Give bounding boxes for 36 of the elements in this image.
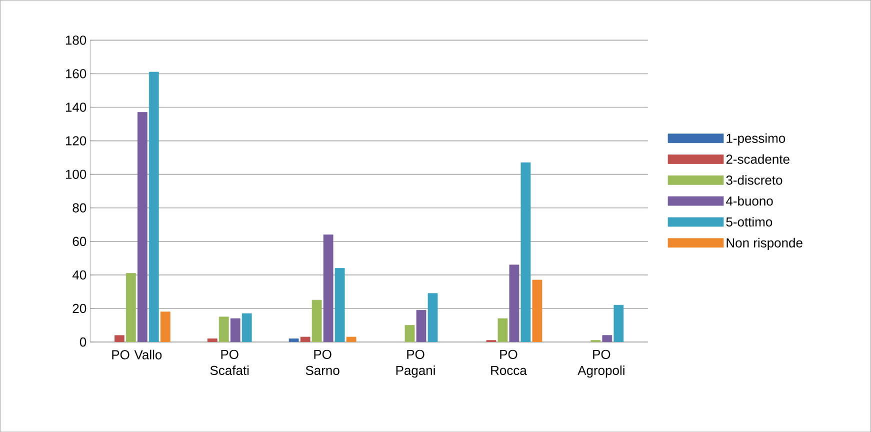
y-tick-label: 60 <box>72 236 86 246</box>
y-tick-label: 40 <box>72 270 86 280</box>
y-tick-label: 140 <box>66 102 86 112</box>
legend-label: Non risponde <box>726 238 802 250</box>
bar <box>218 316 229 342</box>
x-tick-label: PO Agropoli <box>578 350 624 378</box>
y-tick-label: 180 <box>66 35 86 45</box>
bar <box>520 162 531 342</box>
y-tick-label: 20 <box>72 304 86 313</box>
bar <box>148 72 159 342</box>
y-tick-label: 100 <box>66 170 86 179</box>
x-tick-label: PO Scafati <box>210 350 249 375</box>
x-tick-label: PO Vallo <box>112 350 162 360</box>
bar <box>300 336 310 342</box>
legend-label: 3-discreto <box>726 175 782 185</box>
y-tick-label: 120 <box>66 136 86 146</box>
bar <box>614 304 624 342</box>
bar <box>242 313 252 342</box>
x-tick-label: PO Pagani <box>396 350 435 378</box>
x-tick-label: PO Rocca <box>491 350 527 375</box>
legend-label: 5-ottimo <box>726 216 772 226</box>
y-tick-label: 160 <box>66 69 86 78</box>
y-tick-label: 80 <box>72 203 86 212</box>
legend-label: 4-buono <box>726 196 773 206</box>
bar <box>114 335 124 342</box>
bar <box>498 318 508 342</box>
bar <box>404 324 415 342</box>
bar <box>428 293 438 342</box>
legend-label: 1-pessimo <box>726 133 786 146</box>
bar <box>126 272 136 342</box>
y-tick-label: 0 <box>80 337 86 347</box>
bar <box>334 268 345 342</box>
bar <box>312 300 322 342</box>
legend-label: 2-scadente <box>726 154 790 164</box>
x-tick-label: PO Sarno <box>306 350 340 375</box>
bar <box>207 338 218 342</box>
